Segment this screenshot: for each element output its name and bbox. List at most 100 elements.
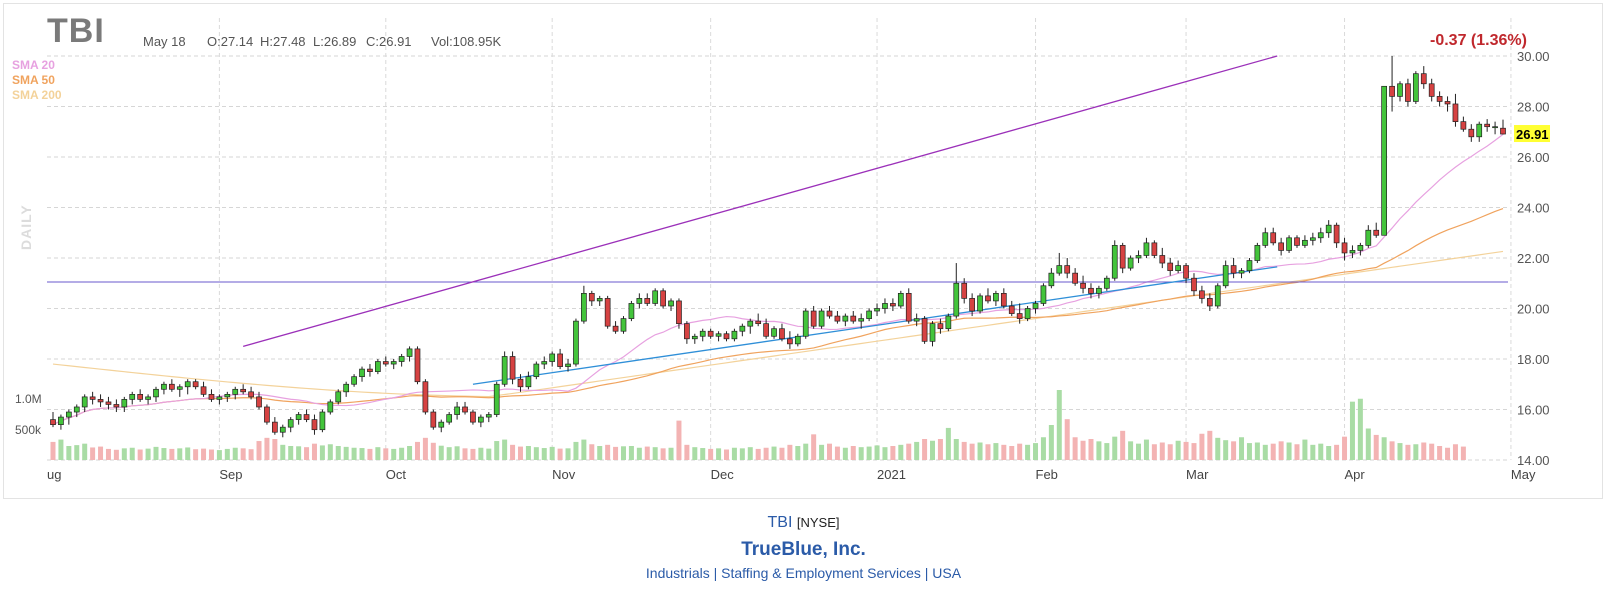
volume-bar (185, 447, 191, 460)
volume-bar (494, 441, 500, 460)
x-tick-label: Nov (552, 467, 576, 482)
candle-body (256, 396, 262, 408)
volume-bar (1452, 444, 1458, 460)
candle-body (1127, 257, 1134, 269)
company-category[interactable]: Industrials | Staffing & Employment Serv… (645, 565, 962, 581)
candle-body (668, 300, 674, 307)
y-tick-label: 22.00 (1517, 251, 1550, 266)
footer-exchange: [NYSE] (796, 515, 840, 530)
candle-body (1143, 242, 1150, 256)
timeframe-label: DAILY (18, 204, 34, 250)
candle-body (723, 333, 730, 340)
candle-body (1088, 287, 1094, 294)
volume-bar (1326, 446, 1332, 460)
volume-bar (1088, 439, 1094, 460)
candle-body (81, 396, 88, 408)
y-tick-label: 18.00 (1517, 352, 1550, 367)
volume-bar (391, 448, 397, 460)
volume-bar (573, 441, 579, 460)
candle-body (311, 419, 318, 431)
company-name[interactable]: TrueBlue, Inc. (741, 539, 866, 560)
volume-bar (636, 447, 642, 460)
volume-bar (486, 448, 492, 460)
last-price-label: 26.91 (1516, 127, 1549, 142)
volume-bar (771, 446, 777, 460)
candle-body (565, 363, 571, 367)
y-tick-label: 30.00 (1517, 49, 1550, 64)
open-value: O:27.14 (207, 34, 254, 49)
x-tick-label: Feb (1036, 467, 1058, 482)
volume-bar (906, 443, 912, 460)
volume-bar (985, 444, 991, 460)
volume-axis-label: 500k (15, 423, 42, 437)
sma20-line (52, 133, 1504, 426)
candle-body (73, 406, 80, 413)
candle-body (684, 323, 690, 340)
volume-bar (1167, 444, 1173, 460)
candle-body (1412, 73, 1419, 102)
footer-ticker[interactable]: TBI (767, 514, 793, 531)
y-tick-label: 16.00 (1517, 403, 1550, 418)
candle-body (1428, 83, 1435, 97)
volume-bar (882, 447, 888, 460)
volume-bar (1239, 437, 1245, 460)
volume-bar (1310, 444, 1316, 460)
last-price-badge (1514, 125, 1550, 143)
candle-body (1365, 229, 1372, 246)
volume-bar (407, 446, 413, 460)
volume-bar (858, 447, 864, 460)
volume-bar (953, 439, 959, 460)
candle-body (224, 394, 231, 398)
candle-body (612, 325, 619, 332)
volume-bar (375, 447, 381, 460)
candle-body (993, 293, 999, 302)
candle-body (549, 353, 556, 362)
volume-bar (549, 446, 555, 460)
candle-body (581, 293, 587, 322)
candle-body (525, 376, 532, 388)
volume-bar (359, 448, 365, 460)
volume-bar (597, 446, 603, 460)
volume-bar (628, 446, 634, 460)
volume-bar (1421, 442, 1427, 460)
volume-bar (1286, 442, 1292, 460)
volume-bar (1025, 444, 1031, 460)
volume-bar (660, 448, 666, 460)
volume-bar (319, 445, 325, 460)
volume-bar (232, 447, 238, 460)
volume-bar (264, 437, 270, 460)
volume-bar (1397, 443, 1403, 460)
candle-body (1349, 250, 1356, 254)
candle-body (272, 421, 278, 433)
volume-bar (105, 448, 111, 460)
volume-bar (58, 439, 64, 460)
candle-body (1468, 128, 1475, 138)
candle-body (977, 295, 983, 312)
x-tick-label: Sep (219, 467, 242, 482)
candle-body (1341, 242, 1348, 254)
candle-body (1286, 237, 1292, 251)
volume-bar (304, 447, 310, 460)
candle-body (192, 381, 199, 388)
candle-body (644, 298, 651, 304)
candle-body (1072, 272, 1078, 284)
volume-bar (1334, 444, 1340, 460)
candle-body (509, 356, 516, 380)
volume-bar (1001, 444, 1007, 460)
candle-body (541, 361, 548, 365)
volume-bar (74, 445, 80, 460)
volume-bar (620, 446, 626, 460)
volume-bar (827, 443, 833, 460)
candle-body (343, 383, 350, 393)
candle-body (264, 406, 270, 423)
volume-bar (874, 445, 880, 460)
volume-bar (977, 442, 983, 460)
volume-bar (684, 444, 690, 460)
candle-body (826, 310, 833, 317)
candle-body (787, 338, 793, 345)
candle-body (1254, 245, 1261, 261)
volume-bar (644, 446, 650, 460)
candle-body (1246, 260, 1253, 271)
candle-body (890, 303, 896, 307)
candle-body (493, 383, 500, 415)
